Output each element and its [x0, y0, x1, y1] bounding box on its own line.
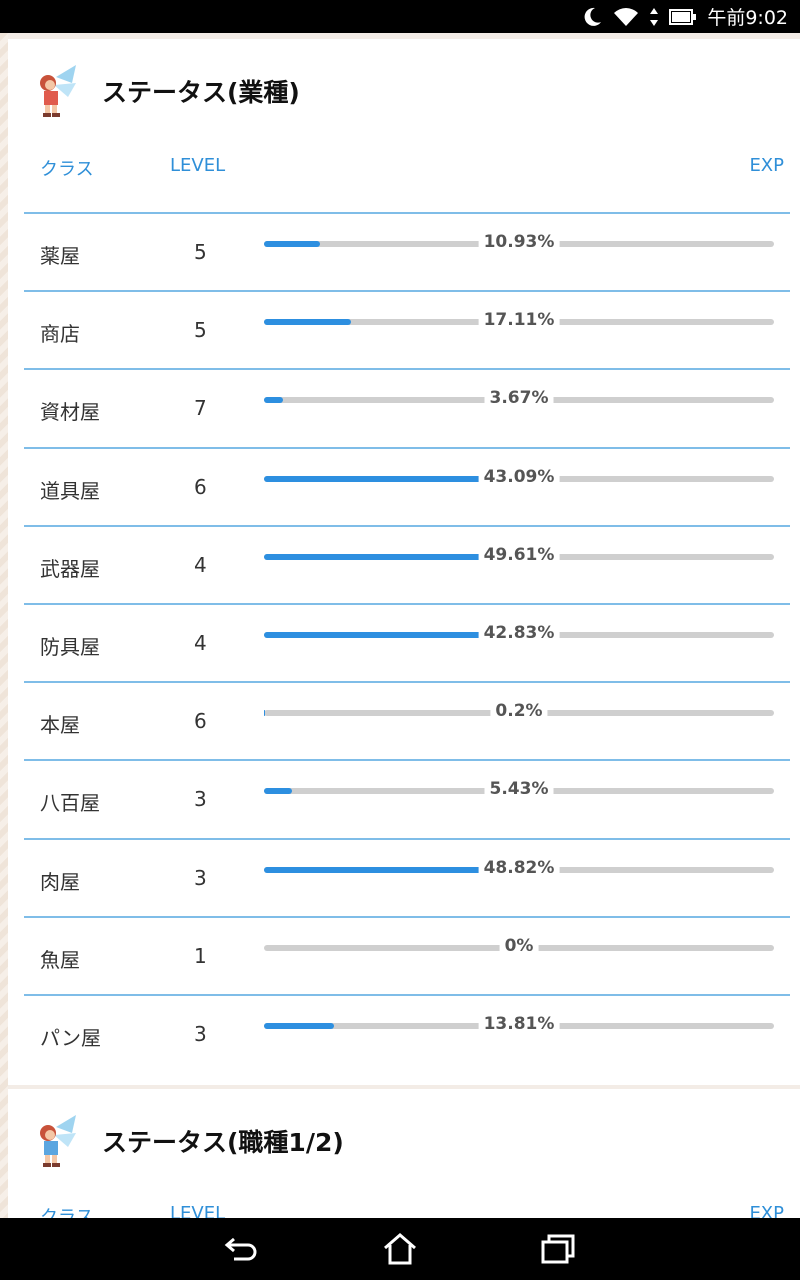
table-row: 防具屋 4 42.83% [24, 602, 790, 681]
class-name: 魚屋 [40, 947, 80, 972]
exp-fill [264, 241, 320, 247]
exp-progress-bar: 0% [264, 932, 774, 959]
class-level: 6 [194, 474, 207, 499]
navigation-bar [0, 1218, 800, 1280]
exp-fill [264, 866, 513, 873]
table-row: 肉屋 3 48.82% [24, 837, 790, 916]
class-name: 商店 [40, 322, 80, 347]
status-table: 薬屋 5 10.93% 商店 5 17.11% 資材屋 7 3.67% 道具屋 6 43.09% 武器屋… [24, 212, 790, 1072]
class-level: 6 [194, 709, 207, 734]
exp-percent: 10.93% [478, 229, 560, 255]
exp-fill [264, 319, 352, 326]
data-arrows-icon [649, 7, 659, 27]
exp-progress-bar: 13.81% [264, 1010, 774, 1037]
exp-progress-bar: 43.09% [264, 463, 774, 490]
clock: 午前9:02 [707, 7, 788, 29]
recent-apps-button[interactable] [538, 1229, 578, 1269]
class-level: 4 [194, 630, 207, 655]
class-name: 資材屋 [40, 400, 100, 425]
moon-icon [581, 6, 603, 28]
background-pattern [0, 33, 8, 1218]
back-button[interactable] [222, 1229, 262, 1269]
exp-percent: 0.2% [490, 698, 548, 725]
table-row: 武器屋 4 49.61% [24, 524, 790, 603]
status-card-industry: ステータス(業種) クラス LEVEL EXP 薬屋 5 10.93% 商店 5 17.1… [8, 39, 800, 1085]
class-name: 八百屋 [40, 791, 100, 816]
table-row: 道具屋 6 43.09% [24, 446, 790, 525]
fairy-icon [40, 1115, 76, 1167]
fairy-icon [40, 65, 76, 117]
exp-progress-bar: 0.2% [264, 698, 774, 725]
header-class: クラス [40, 159, 94, 180]
exp-percent: 48.82% [478, 854, 560, 881]
home-button[interactable] [380, 1229, 420, 1269]
class-level: 1 [194, 943, 207, 968]
class-level: 7 [194, 396, 207, 421]
card-header: ステータス(職種1/2) [32, 1111, 344, 1171]
header-exp: EXP [749, 155, 784, 176]
wifi-icon [613, 7, 639, 27]
exp-fill [264, 475, 484, 482]
home-icon [384, 1233, 416, 1265]
table-row: 資材屋 7 3.67% [24, 368, 790, 446]
battery-icon [669, 8, 697, 26]
exp-progress-bar: 10.93% [264, 229, 774, 255]
class-name: 肉屋 [40, 869, 80, 894]
exp-fill [264, 710, 266, 717]
back-icon [224, 1237, 257, 1261]
exp-progress-bar: 17.11% [264, 307, 774, 334]
class-level: 3 [194, 1021, 207, 1046]
card-header: ステータス(業種) [32, 61, 300, 121]
card-title: ステータス(職種1/2) [102, 1128, 344, 1157]
recent-apps-icon [541, 1234, 575, 1264]
exp-percent: 43.09% [478, 463, 560, 490]
table-row: 商店 5 17.11% [24, 290, 790, 368]
exp-progress-bar: 48.82% [264, 854, 774, 881]
class-name: 防具屋 [40, 634, 100, 659]
status-card-job: ステータス(職種1/2) クラス LEVEL EXP [8, 1089, 800, 1228]
table-row: 八百屋 3 5.43% [24, 759, 790, 837]
class-level: 3 [194, 865, 207, 890]
class-name: 薬屋 [40, 244, 80, 268]
exp-progress-bar: 42.83% [264, 619, 774, 646]
class-name: 武器屋 [40, 556, 100, 581]
exp-percent: 13.81% [478, 1010, 560, 1037]
class-level: 5 [194, 318, 207, 343]
card-title: ステータス(業種) [102, 78, 300, 107]
exp-fill [264, 631, 483, 638]
exp-progress-bar: 3.67% [264, 385, 774, 412]
table-row: 魚屋 1 0% [24, 915, 790, 994]
class-level: 5 [194, 240, 207, 264]
exp-percent: 42.83% [478, 619, 560, 646]
exp-fill [264, 397, 283, 404]
header-level: LEVEL [170, 155, 226, 176]
column-headers: クラス LEVEL EXP [24, 153, 784, 183]
table-row: 本屋 6 0.2% [24, 681, 790, 759]
class-name: パン屋 [40, 1025, 101, 1050]
exp-percent: 3.67% [484, 385, 554, 412]
exp-percent: 5.43% [484, 776, 554, 803]
class-name: 本屋 [40, 713, 80, 738]
class-level: 3 [194, 787, 207, 812]
exp-fill [264, 1022, 335, 1029]
class-level: 4 [194, 552, 207, 577]
exp-percent: 49.61% [478, 541, 560, 568]
class-name: 道具屋 [40, 478, 100, 503]
exp-fill [264, 788, 292, 795]
exp-progress-bar: 49.61% [264, 541, 774, 568]
table-row: パン屋 3 13.81% [24, 993, 790, 1072]
exp-fill [264, 553, 517, 560]
exp-percent: 0% [499, 932, 539, 959]
exp-percent: 17.11% [478, 307, 560, 334]
table-row: 薬屋 5 10.93% [24, 212, 790, 290]
exp-progress-bar: 5.43% [264, 776, 774, 803]
status-bar: 午前9:02 [0, 0, 800, 33]
